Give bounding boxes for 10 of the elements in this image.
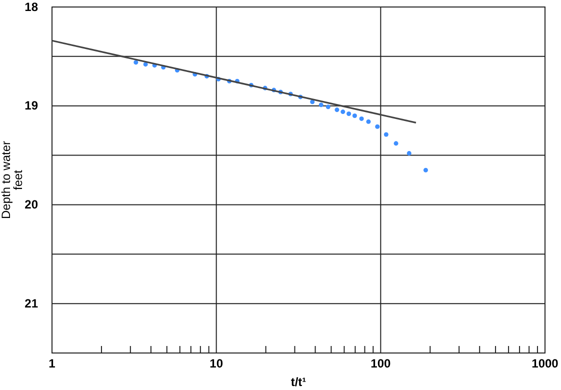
y-tick-label: 18 bbox=[24, 0, 38, 14]
x-tick-label: 100 bbox=[370, 356, 391, 371]
y-tick-label: 19 bbox=[24, 98, 38, 113]
y-axis-title: Depth to water feet bbox=[0, 140, 25, 220]
y-tick-label: 20 bbox=[24, 198, 38, 212]
x-tick-label: 10 bbox=[210, 356, 224, 371]
x-tick-label: 1 bbox=[48, 356, 56, 371]
x-axis-title: t/t¹ bbox=[290, 375, 306, 389]
x-tick-label: 1000 bbox=[532, 356, 559, 371]
y-tick-label: 21 bbox=[24, 296, 38, 310]
